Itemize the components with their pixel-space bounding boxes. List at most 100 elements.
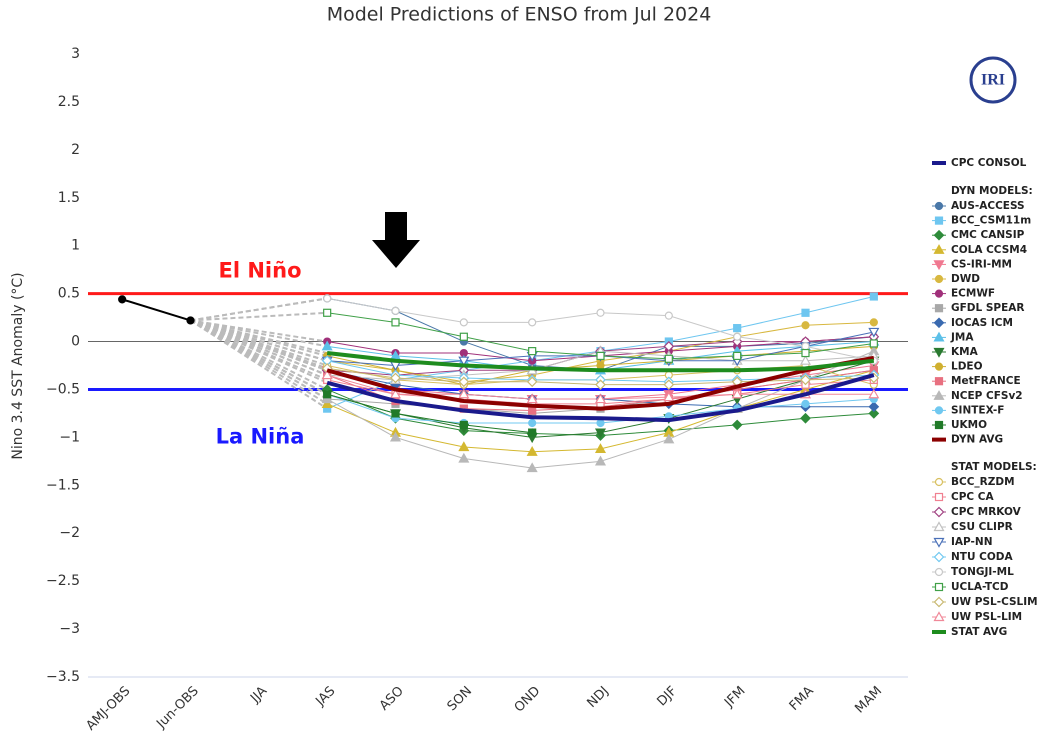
legend-label: CPC MRKOV	[951, 506, 1022, 518]
marker	[594, 393, 607, 404]
marker	[664, 311, 673, 320]
logo: IRI	[981, 72, 1005, 89]
marker	[733, 351, 742, 361]
marker	[733, 332, 742, 341]
marker	[933, 521, 945, 532]
marker	[801, 348, 810, 358]
legend-label: MetFRANCE	[951, 375, 1021, 387]
legend-label: UCLA-TCD	[951, 581, 1009, 593]
legend-label: ECMWF	[951, 288, 995, 300]
marker	[934, 492, 944, 502]
x-tick-label: NDJ	[585, 684, 612, 711]
legend-header: STAT MODELS:	[951, 461, 1037, 473]
marker	[934, 201, 944, 211]
marker	[868, 401, 880, 413]
marker	[526, 446, 538, 456]
marker	[933, 506, 945, 518]
connector	[190, 319, 328, 396]
x-tick-label: JFM	[721, 684, 748, 711]
marker	[458, 388, 470, 399]
y-tick-label: 0	[71, 334, 80, 350]
marker	[528, 418, 537, 428]
marker	[933, 347, 945, 358]
marker	[933, 551, 945, 563]
legend-label: GFDL SPEAR	[951, 302, 1025, 314]
legend-label: NTU CODA	[951, 551, 1013, 563]
marker	[933, 596, 945, 608]
x-tick-label: JAS	[312, 684, 338, 710]
legend-label: BCC_RZDM	[951, 476, 1015, 488]
marker	[934, 406, 944, 415]
y-tick-label: −3.5	[46, 669, 80, 685]
x-tick-label: OND	[512, 684, 544, 716]
connector	[190, 297, 328, 322]
marker	[594, 428, 607, 439]
legend-label: BCC_CSM11m	[951, 215, 1031, 227]
marker	[934, 420, 944, 430]
marker	[801, 342, 810, 351]
marker	[321, 369, 333, 380]
marker	[459, 332, 468, 341]
x-tick-label: Jun-OBS	[153, 684, 201, 732]
marker	[528, 347, 537, 356]
series-line	[326, 351, 875, 373]
marker	[934, 582, 944, 592]
marker	[801, 308, 810, 317]
legend-label: CPC CA	[951, 491, 994, 503]
marker	[321, 393, 333, 404]
marker	[933, 260, 945, 271]
marker	[459, 318, 468, 327]
marker	[528, 318, 537, 327]
y-tick-label: −0.5	[46, 381, 80, 397]
marker	[526, 462, 538, 473]
x-tick-label: DJF	[654, 684, 680, 710]
legend-label: UW PSL-LIM	[951, 611, 1022, 623]
marker	[458, 452, 470, 463]
legend-label: DWD	[951, 273, 980, 285]
threshold-label: La Niña	[216, 424, 305, 448]
marker	[663, 433, 675, 444]
marker	[594, 443, 607, 453]
series	[323, 294, 878, 365]
legend-label: CS-IRI-MM	[951, 258, 1012, 270]
marker	[933, 390, 945, 400]
legend-label: IAP-NN	[951, 536, 992, 548]
legend-label: UKMO	[951, 419, 987, 431]
marker	[934, 289, 944, 298]
marker	[391, 318, 400, 327]
logo-ring	[969, 56, 1017, 104]
y-tick-label: 3	[71, 46, 80, 62]
arrow	[372, 212, 420, 268]
marker	[526, 376, 538, 388]
marker	[594, 455, 607, 466]
series	[321, 363, 880, 391]
marker	[323, 308, 332, 317]
x-tick-label: ASO	[377, 684, 407, 714]
connector	[190, 311, 328, 322]
marker	[391, 409, 400, 418]
marker	[800, 374, 811, 386]
marker	[391, 306, 400, 315]
marker	[801, 399, 810, 408]
series-line	[327, 393, 533, 434]
marker	[799, 354, 812, 365]
connector	[190, 319, 328, 367]
marker	[933, 331, 945, 342]
legend-label: KMA	[951, 346, 979, 358]
marker	[869, 292, 878, 301]
legend-label: COLA CCSM4	[951, 244, 1027, 256]
marker	[933, 317, 945, 329]
legend-header: DYN MODELS:	[951, 185, 1033, 197]
connector	[190, 319, 328, 343]
marker	[731, 419, 743, 431]
connector	[190, 319, 328, 348]
connector	[190, 319, 328, 381]
marker	[526, 393, 538, 404]
series-line	[326, 373, 875, 423]
marker	[323, 294, 332, 303]
marker	[458, 356, 470, 367]
legend-label: CSU CLIPR	[951, 521, 1013, 533]
y-tick-label: 1.5	[58, 190, 80, 206]
marker	[934, 274, 944, 284]
marker	[731, 388, 743, 399]
